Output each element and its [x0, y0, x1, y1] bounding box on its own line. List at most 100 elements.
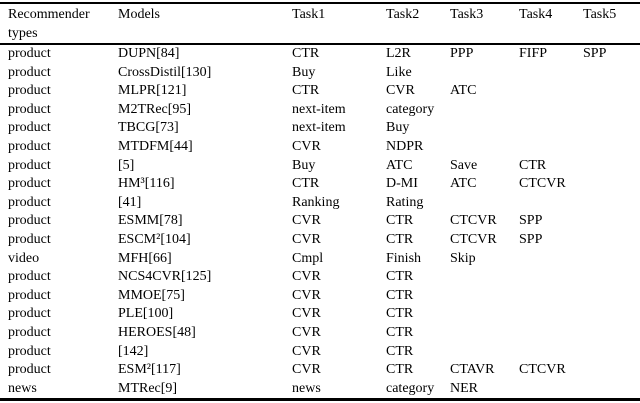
cell-task3: ATC — [450, 176, 477, 192]
cell-task5 — [575, 268, 640, 287]
cell-model: [5] — [118, 157, 135, 173]
cell-task3: Save — [450, 157, 478, 173]
cell-task4: SPP — [519, 213, 543, 229]
cell-task2: CTR — [386, 343, 414, 359]
cell-task2: CVR — [386, 83, 415, 99]
cell-task3: CTCVR — [450, 213, 497, 229]
cell-model: HM³[116] — [118, 176, 175, 192]
cell-task4 — [511, 268, 575, 287]
cell-recommender-type: product — [8, 362, 51, 378]
cell-model: HEROES[48] — [118, 324, 196, 340]
cell-task1: CVR — [292, 306, 321, 322]
cell-task2: CTR — [386, 306, 414, 322]
cell-task1: Ranking — [292, 194, 340, 210]
cell-task2: D-MI — [386, 176, 418, 192]
cell-task3 — [442, 268, 511, 287]
table-row: product ESM²[117] CVR CTR CTAVR CTCVR — [0, 361, 640, 380]
cell-task4 — [511, 380, 575, 400]
cell-task5 — [575, 231, 640, 250]
cell-model: ESCM²[104] — [118, 231, 191, 247]
table-row: product MTDFM[44] CVR NDPR — [0, 138, 640, 157]
column-header-2: Models — [110, 3, 284, 45]
cell-task2: L2R — [386, 46, 411, 61]
cell-model: MTRec[9] — [118, 380, 178, 396]
table-row: product HEROES[48] CVR CTR — [0, 324, 640, 343]
cell-task3: CTCVR — [450, 231, 497, 247]
column-header-3: Task1 — [284, 3, 378, 45]
cell-task2: CTR — [386, 213, 414, 229]
cell-task2: category — [386, 101, 435, 117]
cell-recommender-type: news — [8, 380, 37, 396]
cell-task4 — [511, 119, 575, 138]
cell-task2: CTR — [386, 231, 414, 247]
cell-task2: CTR — [386, 269, 414, 285]
cell-task1: CVR — [292, 343, 321, 359]
table-row: video MFH[66] Cmpl Finish Skip — [0, 250, 640, 269]
cell-model: MFH[66] — [118, 250, 172, 266]
cell-task4 — [511, 305, 575, 324]
cell-task5 — [575, 380, 640, 400]
cell-task3: CTAVR — [450, 362, 495, 378]
table-body: product DUPN[84] CTR L2R PPP FIFP SPP product Cr… — [0, 44, 640, 400]
cell-recommender-type: product — [8, 64, 51, 80]
cell-task1: CTR — [292, 46, 320, 61]
cell-task5 — [575, 64, 640, 83]
cell-recommender-type: video — [8, 250, 40, 266]
cell-task4 — [511, 194, 575, 213]
cell-task5 — [575, 157, 640, 176]
cell-model: CrossDistil[130] — [118, 64, 212, 80]
cell-task4 — [511, 343, 575, 362]
cell-task3: PPP — [450, 46, 474, 61]
cell-task1: CTR — [292, 83, 320, 99]
cell-task4 — [511, 101, 575, 120]
cell-model: MMOE[75] — [118, 287, 185, 303]
cell-task5 — [575, 138, 640, 157]
header-row: Recommender types Models Task1 Task2 Task3 Ta… — [0, 3, 640, 45]
table-row: product [142] CVR CTR — [0, 343, 640, 362]
cell-model: M2TRec[95] — [118, 101, 192, 117]
cell-task2: CTR — [386, 324, 414, 340]
column-header-4: Task2 — [378, 3, 442, 45]
cell-task1: CVR — [292, 287, 321, 303]
cell-task2: category — [386, 380, 435, 396]
cell-task5 — [575, 324, 640, 343]
cell-task3 — [442, 305, 511, 324]
cell-task5 — [575, 175, 640, 194]
cell-recommender-type: product — [8, 46, 51, 61]
cell-model: DUPN[84] — [118, 46, 180, 61]
cell-task3 — [442, 64, 511, 83]
cell-recommender-type: product — [8, 157, 51, 173]
cell-task4 — [511, 138, 575, 157]
cell-task5 — [575, 101, 640, 120]
table-row: product NCS4CVR[125] CVR CTR — [0, 268, 640, 287]
cell-recommender-type: product — [8, 231, 51, 247]
table-row: product MLPR[121] CTR CVR ATC — [0, 82, 640, 101]
cell-task1: CTR — [292, 176, 320, 192]
table-row: product ESMM[78] CVR CTR CTCVR SPP — [0, 212, 640, 231]
cell-model: [41] — [118, 194, 142, 210]
cell-task5: SPP — [583, 46, 607, 61]
cell-recommender-type: product — [8, 324, 51, 340]
cell-model: MLPR[121] — [118, 83, 187, 99]
cell-task2: CTR — [386, 287, 414, 303]
cell-task3 — [442, 194, 511, 213]
cell-recommender-type: product — [8, 269, 51, 285]
table-row: product DUPN[84] CTR L2R PPP FIFP SPP — [0, 44, 640, 64]
cell-task2: NDPR — [386, 138, 424, 154]
cell-recommender-type: product — [8, 120, 51, 136]
cell-task3 — [442, 119, 511, 138]
column-header-1: Recommender types — [0, 3, 110, 45]
cell-model: MTDFM[44] — [118, 138, 193, 154]
cell-model: [142] — [118, 343, 149, 359]
cell-recommender-type: product — [8, 287, 51, 303]
cell-task3: NER — [450, 380, 478, 396]
column-header-7: Task5 — [575, 3, 640, 45]
table-row: product [5] Buy ATC Save CTR — [0, 157, 640, 176]
cell-task5 — [575, 194, 640, 213]
cell-task2: ATC — [386, 157, 413, 173]
cell-task3 — [442, 324, 511, 343]
cell-task4: CTCVR — [519, 176, 566, 192]
cell-task3: ATC — [450, 83, 477, 99]
cell-task1: news — [292, 380, 321, 396]
cell-task4: SPP — [519, 231, 543, 247]
